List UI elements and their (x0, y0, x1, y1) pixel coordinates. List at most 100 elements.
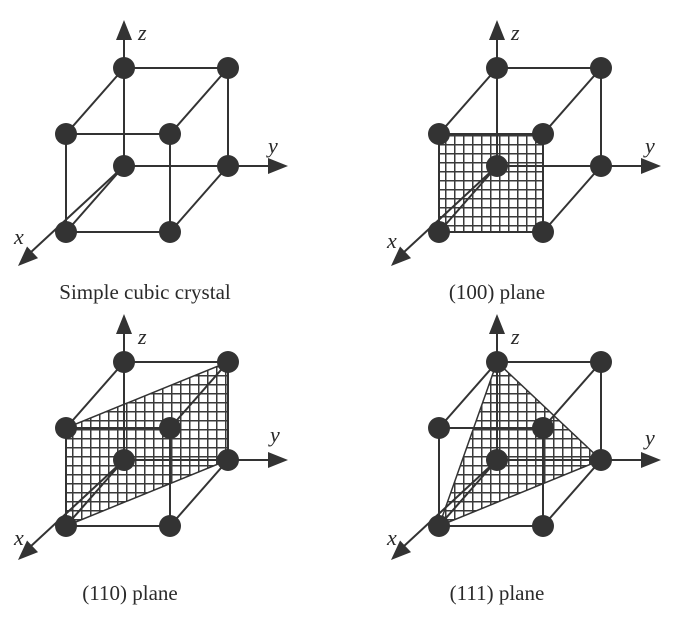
panel-caption: (110) plane (82, 581, 177, 605)
hatched-plane-111 (437, 360, 603, 528)
z-axis-arrow (116, 314, 132, 334)
lattice-atom (428, 123, 450, 145)
x-axis-arrow (18, 540, 39, 560)
lattice-atom (590, 351, 612, 373)
cube-edge (65, 165, 125, 233)
cube-edge (542, 361, 602, 429)
y-axis-label: y (266, 133, 278, 158)
lattice-atom (159, 123, 181, 145)
lattice-atom (113, 449, 135, 471)
x-axis-line (29, 165, 125, 254)
lattice-atom (55, 515, 77, 537)
lattice-atom (590, 449, 612, 471)
lattice-atoms (55, 57, 239, 243)
cube-edge (169, 361, 229, 429)
x-axis-arrow (18, 246, 39, 266)
z-axis-arrow (116, 20, 132, 40)
lattice-atom (113, 351, 135, 373)
y-axis-arrow (268, 158, 288, 174)
cube-edge (542, 67, 602, 135)
plane-shape (437, 360, 603, 528)
x-axis-arrow (391, 540, 412, 560)
hatched-plane-100 (438, 133, 544, 233)
lattice-atom (486, 155, 508, 177)
panel-caption: (111) plane (450, 581, 545, 605)
lattice-atom (532, 123, 554, 145)
z-axis-label: z (510, 324, 520, 349)
lattice-atom (428, 417, 450, 439)
cube-edge (438, 361, 498, 429)
cube-edge (438, 459, 498, 527)
cube-edges (65, 67, 229, 233)
x-axis-label: x (386, 525, 397, 550)
panel-100-plane: z y x (100) plane (386, 20, 661, 304)
hatched-plane-110 (65, 360, 229, 528)
cube-edge (169, 67, 229, 135)
y-axis-label: y (268, 422, 280, 447)
x-axis-arrow (391, 246, 412, 266)
x-axis-label: x (13, 224, 24, 249)
lattice-atom (113, 155, 135, 177)
lattice-atom (217, 57, 239, 79)
z-axis-arrow (489, 20, 505, 40)
y-axis-label: y (643, 133, 655, 158)
lattice-atom (428, 221, 450, 243)
axes (391, 20, 661, 266)
panel-simple-cubic: z y x Simple cubic crystal (13, 20, 288, 304)
y-axis-arrow (268, 452, 288, 468)
lattice-atom (159, 221, 181, 243)
panel-111-plane: z y x (111) plane (386, 314, 661, 605)
x-axis-line (402, 165, 498, 254)
cube-edge (169, 165, 229, 233)
cube-edge (169, 459, 229, 527)
lattice-atom (159, 417, 181, 439)
lattice-atom (217, 155, 239, 177)
lattice-atom (113, 57, 135, 79)
plane-shape (65, 360, 229, 528)
lattice-atom (217, 449, 239, 471)
axes (391, 314, 661, 560)
lattice-atom (532, 515, 554, 537)
lattice-atom (159, 515, 181, 537)
z-axis-label: z (137, 20, 147, 45)
z-axis-label: z (137, 324, 147, 349)
lattice-atom (55, 123, 77, 145)
lattice-atom (428, 515, 450, 537)
cube-edge (438, 67, 498, 135)
z-axis-arrow (489, 314, 505, 334)
lattice-atoms (428, 351, 612, 537)
panel-caption: (100) plane (449, 280, 545, 304)
panel-caption: Simple cubic crystal (59, 280, 231, 304)
cube-edge (65, 361, 125, 429)
lattice-atom (486, 351, 508, 373)
lattice-atom (486, 449, 508, 471)
y-axis-arrow (641, 158, 661, 174)
y-axis-label: y (643, 425, 655, 450)
lattice-atom (590, 155, 612, 177)
cube-edge (542, 165, 602, 233)
x-axis-label: x (13, 525, 24, 550)
x-axis-label: x (386, 228, 397, 253)
lattice-atom (217, 351, 239, 373)
cube-edge (65, 459, 125, 527)
x-axis-line (29, 459, 125, 548)
lattice-atom (590, 57, 612, 79)
y-axis-arrow (641, 452, 661, 468)
lattice-atom (55, 417, 77, 439)
cube-edge (438, 165, 498, 233)
lattice-atom (532, 417, 554, 439)
lattice-atom (532, 221, 554, 243)
z-axis-label: z (510, 20, 520, 45)
axes (18, 20, 288, 266)
lattice-atom (55, 221, 77, 243)
lattice-atom (486, 57, 508, 79)
cube-edge (65, 67, 125, 135)
cube-edge (542, 459, 602, 527)
axes (18, 314, 288, 560)
x-axis-line (402, 459, 498, 548)
plane-shape (438, 133, 544, 233)
panel-110-plane: z y x (110) plane (13, 314, 288, 605)
lattice-atoms (55, 351, 239, 537)
lattice-atoms (428, 57, 612, 243)
